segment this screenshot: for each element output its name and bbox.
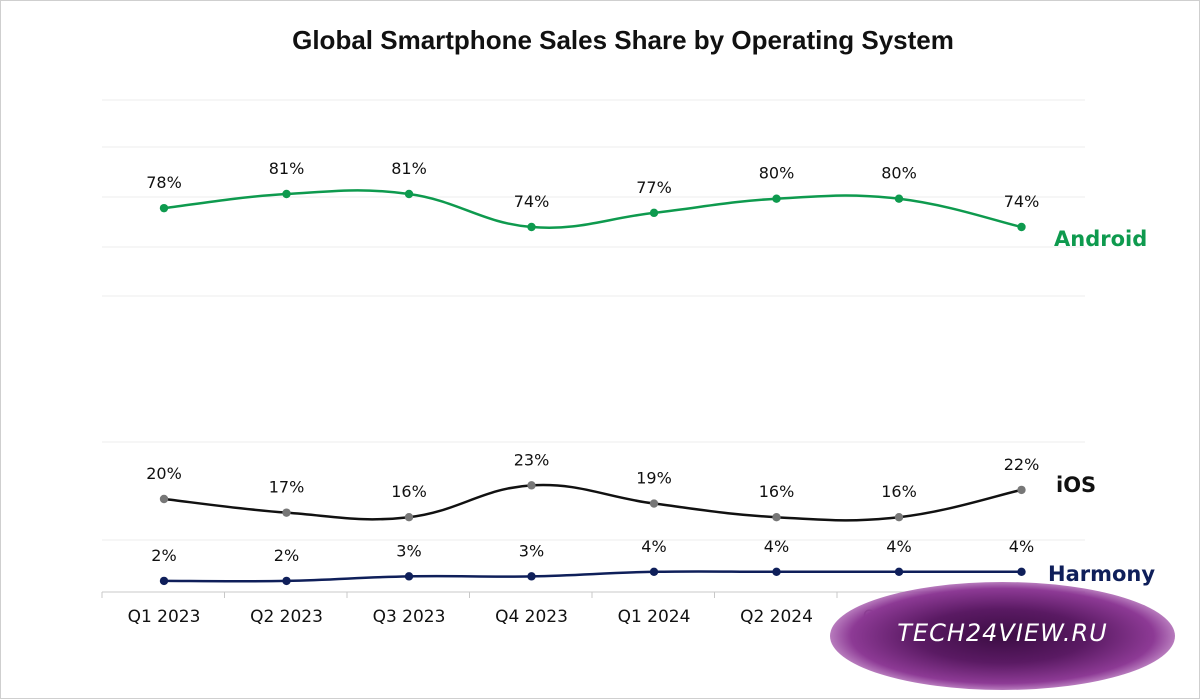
data-point: [527, 222, 536, 232]
data-point: [282, 508, 291, 517]
data-point: [649, 567, 659, 576]
data-label: 20%: [146, 464, 182, 483]
data-point: [404, 572, 414, 581]
data-label: 77%: [636, 178, 672, 197]
data-label: 17%: [269, 478, 305, 497]
series-name-label: iOS: [1056, 473, 1096, 497]
data-point: [649, 208, 659, 218]
data-point: [894, 513, 904, 522]
series-android: 78% 81% 81% 74% 77% 80% 80% 74% Android: [146, 159, 1147, 251]
data-point: [527, 572, 536, 581]
x-tick-label: Q2 2024: [740, 607, 813, 627]
watermark-logo: TECH24VIEW.RU: [830, 582, 1175, 690]
data-label: 4%: [1009, 537, 1034, 556]
data-label: 81%: [391, 159, 427, 178]
series-line: [163, 189, 1022, 229]
data-point: [649, 499, 659, 508]
series-name-label: Android: [1054, 227, 1147, 251]
data-label: 23%: [514, 450, 550, 469]
data-label: 81%: [269, 159, 305, 178]
data-label: 3%: [519, 541, 544, 560]
data-label: 3%: [396, 541, 421, 560]
data-label: 22%: [1004, 455, 1040, 474]
x-tick-label: Q1 2023: [128, 607, 201, 627]
data-label: 74%: [1004, 192, 1040, 211]
data-point: [404, 189, 414, 199]
data-label: 80%: [759, 164, 795, 183]
data-label: 2%: [274, 546, 299, 565]
data-label: 16%: [759, 482, 795, 501]
x-tick-label: Q1 2024: [618, 607, 691, 627]
series-line: [163, 483, 1022, 522]
data-point: [894, 567, 904, 576]
data-label: 4%: [641, 537, 666, 556]
series-lines: 78% 81% 81% 74% 77% 80% 80% 74% Android 20% 17% 16%…: [146, 159, 1155, 586]
x-tick-label: Q3 2023: [373, 607, 446, 627]
data-label: 80%: [881, 164, 917, 183]
x-tick-label: Q2 2023: [250, 607, 323, 627]
data-point: [527, 481, 536, 490]
data-point: [772, 567, 781, 576]
data-label: 16%: [881, 482, 917, 501]
data-label: 2%: [151, 546, 176, 565]
data-label: 4%: [886, 537, 911, 556]
data-point: [1017, 567, 1026, 576]
series-name-label: Harmony: [1048, 562, 1155, 586]
x-tick-label: Q4 2023: [495, 607, 568, 627]
watermark-text: TECH24VIEW.RU: [897, 619, 1108, 647]
series-harmony: 2% 2% 3% 3% 4% 4% 4% 4% Harmony: [151, 537, 1155, 586]
data-point: [159, 576, 169, 586]
series-line: [163, 570, 1022, 583]
data-point: [282, 576, 291, 586]
data-point: [159, 494, 169, 504]
data-point: [894, 194, 904, 203]
data-point: [1017, 222, 1026, 232]
data-point: [282, 189, 291, 199]
data-label: 74%: [514, 192, 550, 211]
data-point: [1017, 485, 1026, 495]
series-ios: 20% 17% 16% 23% 19% 16% 16% 22% iOS: [146, 450, 1096, 522]
data-point: [772, 194, 781, 203]
gridlines: [102, 99, 1085, 541]
data-point: [159, 203, 169, 213]
chart-title: Global Smartphone Sales Share by Operati…: [292, 25, 954, 55]
data-label: 4%: [764, 537, 789, 556]
data-label: 19%: [636, 469, 672, 488]
data-label: 16%: [391, 482, 427, 501]
data-label: 78%: [146, 173, 182, 192]
data-point: [772, 513, 781, 522]
data-point: [404, 513, 414, 522]
